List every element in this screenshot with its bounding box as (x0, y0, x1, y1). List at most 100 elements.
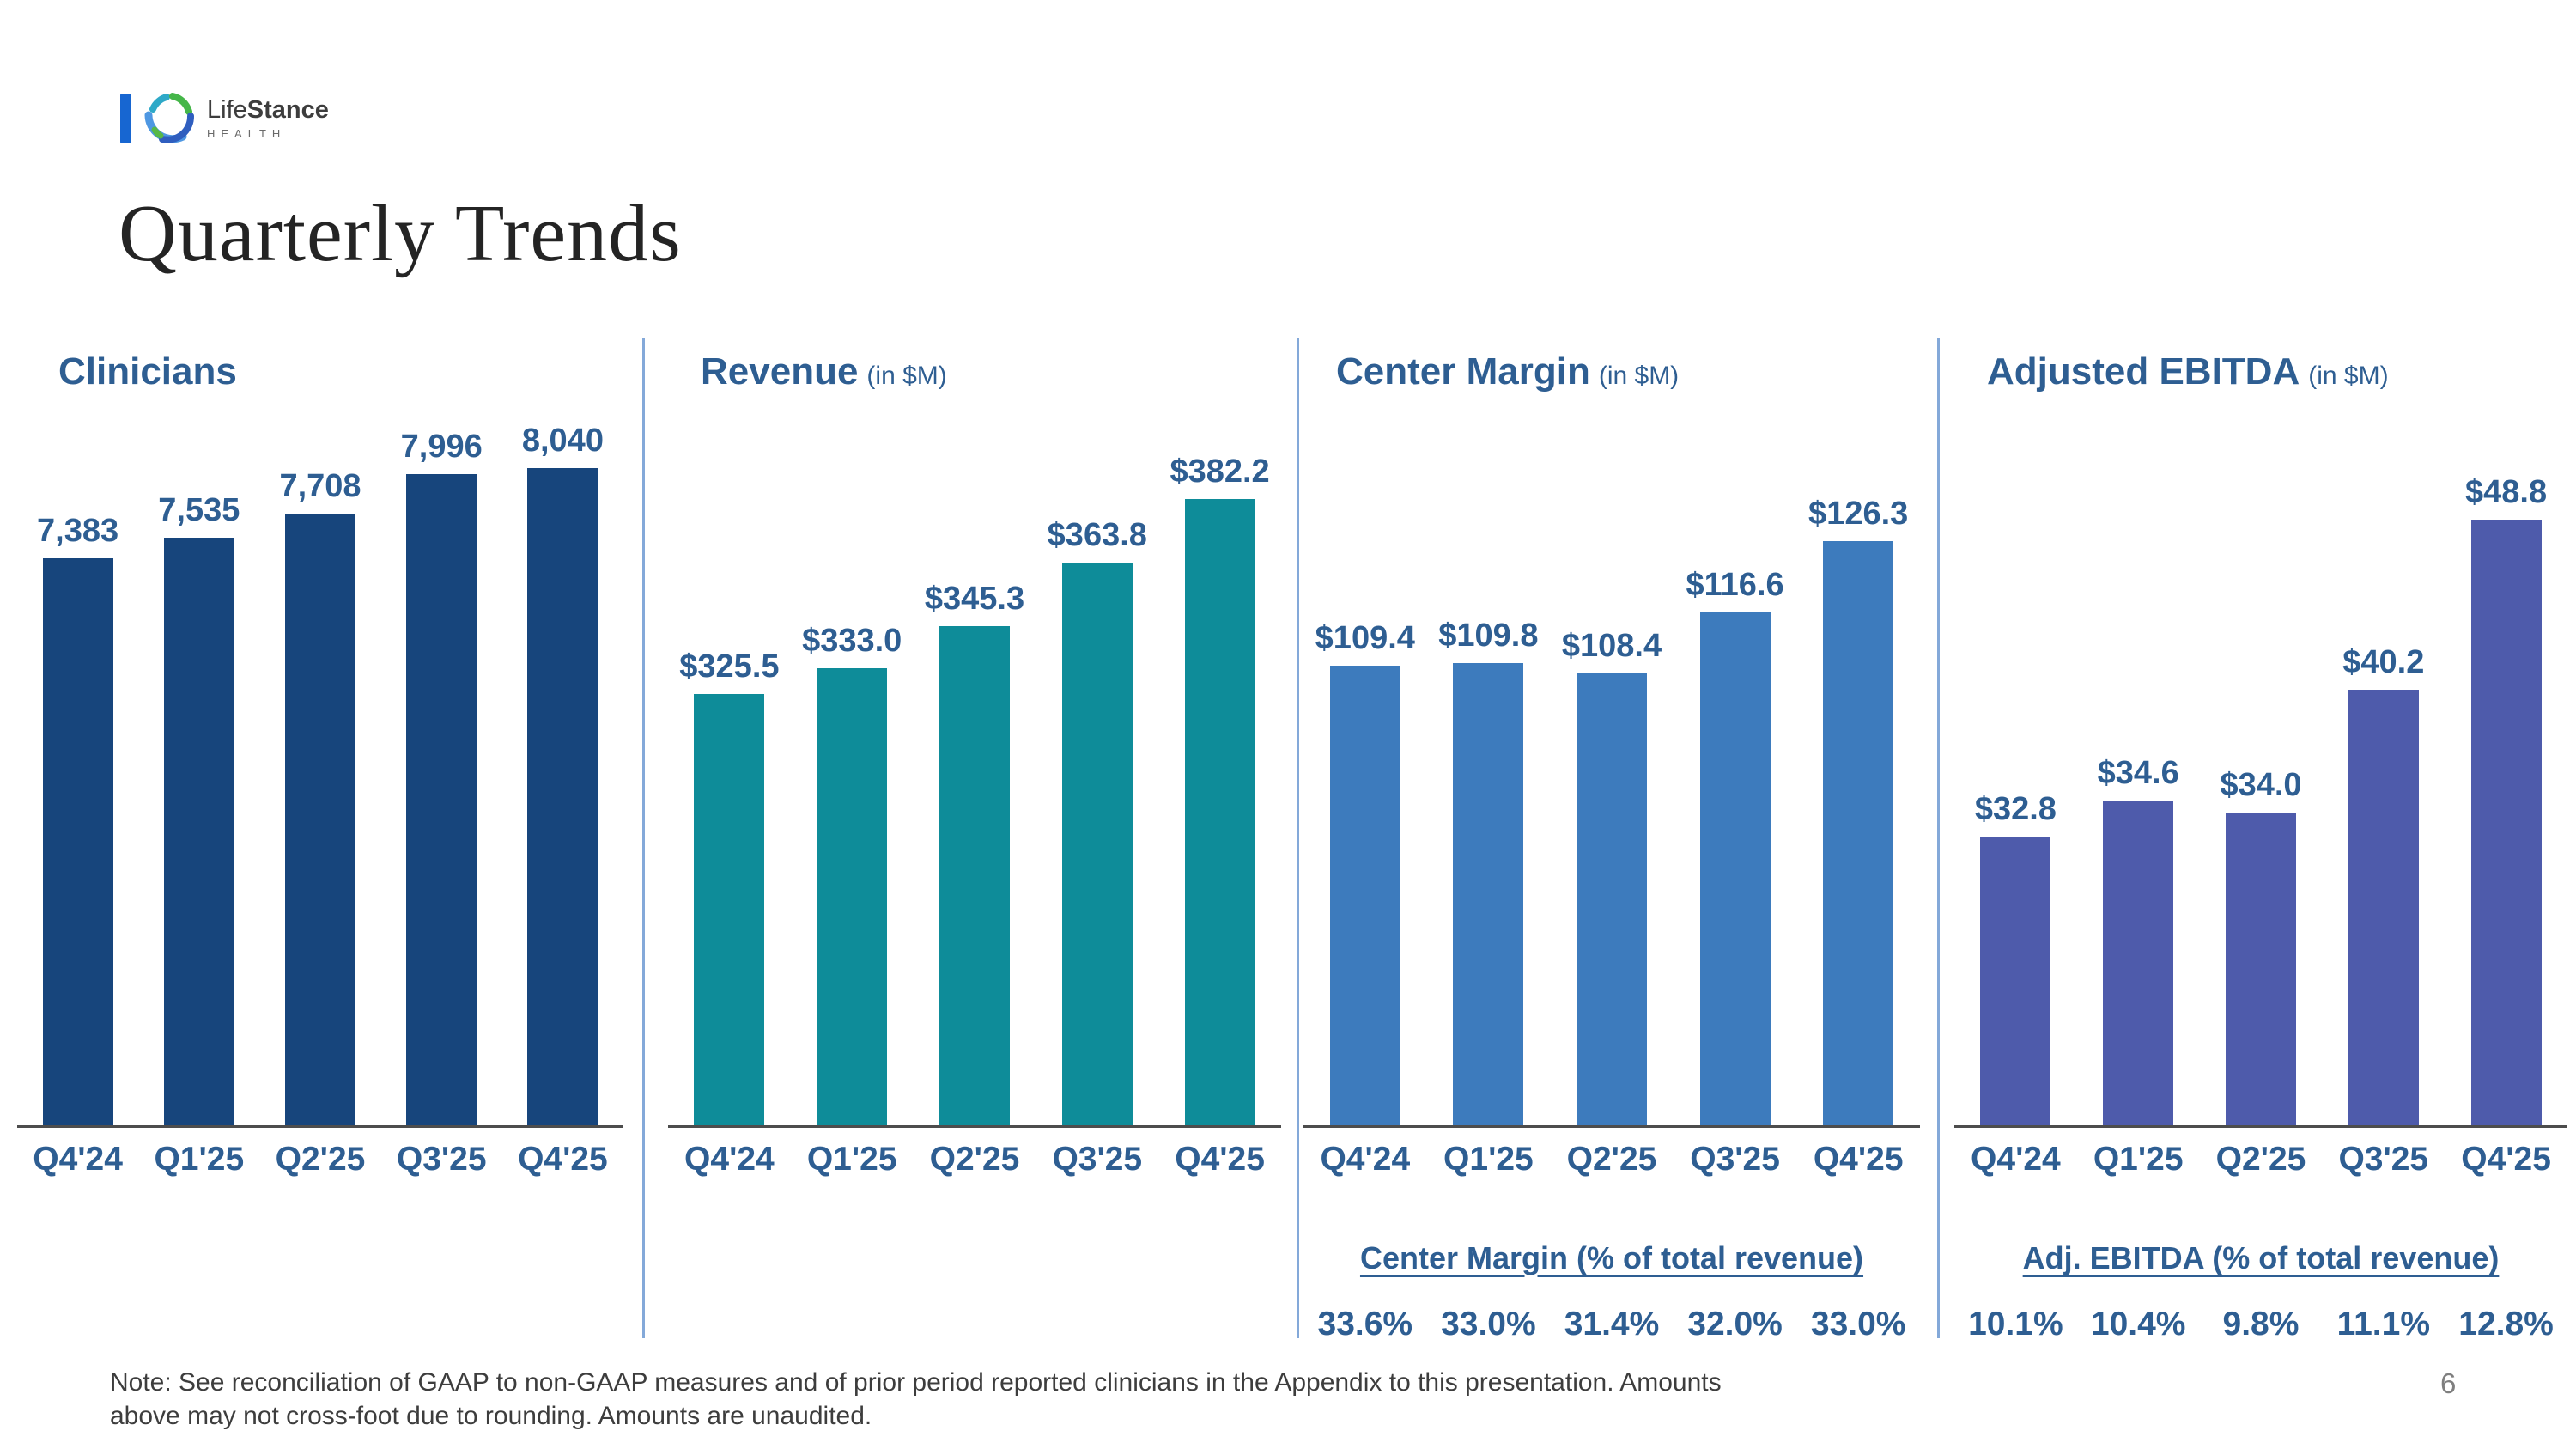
bar-value-label: $382.2 (1170, 454, 1270, 490)
bar-group: $48.8 (2445, 474, 2567, 1125)
bars-area: $109.4 $109.8 $108.4 $116.6 $126.3 (1303, 350, 1920, 1125)
x-axis-label: Q4'25 (2461, 1141, 2551, 1178)
bar-group: $382.2 (1158, 454, 1281, 1125)
chart-panel-adjusted-ebitda: Adjusted EBITDA (in $M) $32.8 $34.6 $34.0 $4… (1954, 350, 2567, 1449)
bar-value-label: 7,996 (400, 429, 483, 465)
chart-panel-revenue: Revenue (in $M) $325.5 $333.0 $345.3 $363.8 $… (668, 350, 1281, 1449)
x-axis-labels: Q4'24 Q1'25 Q2'25 Q3'25 Q4'25 (1954, 1141, 2567, 1178)
chart-title-adjusted-ebitda: Adjusted EBITDA (in $M) (1987, 350, 2389, 393)
bar (1184, 499, 1255, 1125)
bar-group: $108.4 (1550, 628, 1674, 1125)
percent-value: 9.8% (2222, 1306, 2300, 1342)
x-axis-label: Q3'25 (2338, 1141, 2429, 1178)
percent-value: 12.8% (2458, 1306, 2554, 1342)
bar-value-label: 7,383 (37, 513, 119, 549)
bar-group: 7,708 (259, 468, 380, 1125)
x-axis-labels: Q4'24 Q1'25 Q2'25 Q3'25 Q4'25 (1303, 1141, 1920, 1178)
x-axis-label: Q1'25 (154, 1141, 245, 1178)
footnote-line: Note: See reconciliation of GAAP to non-… (110, 1368, 1722, 1397)
panel-divider (642, 338, 645, 1338)
x-axis-line (1954, 1125, 2567, 1128)
bar (939, 626, 1010, 1125)
x-axis-label: Q1'25 (2093, 1141, 2184, 1178)
chart-panel-clinicians: Clinicians 7,383 7,535 7,708 7,996 8,040 Q4'… (17, 350, 623, 1449)
bar (406, 474, 477, 1125)
percent-value: 10.4% (2090, 1306, 2186, 1342)
bar (1699, 612, 1771, 1125)
logo-text: LifeStance HEALTH (207, 98, 329, 140)
bar (2470, 520, 2542, 1125)
percent-value: 33.0% (1810, 1306, 1906, 1342)
bar-value-label: $363.8 (1047, 517, 1147, 553)
x-axis-line (668, 1125, 1281, 1128)
logo-name-stance: Stance (246, 96, 329, 124)
bar-value-label: $40.2 (2342, 644, 2425, 680)
bar (285, 514, 355, 1125)
center-margin-pct-caption: Center Margin (% of total revenue) (1359, 1240, 1864, 1275)
percent-value: 11.1% (2336, 1306, 2430, 1342)
percent-value: 10.1% (1968, 1306, 2063, 1342)
bar-group: $34.6 (2077, 755, 2200, 1125)
bar-value-label: $116.6 (1686, 567, 1784, 603)
bar-value-label: $34.0 (2220, 767, 2302, 803)
lifestance-logo: LifeStance HEALTH (120, 91, 329, 146)
bar-group: 7,383 (17, 513, 138, 1125)
x-axis-label: Q2'25 (929, 1141, 1020, 1178)
x-axis-label: Q1'25 (806, 1141, 897, 1178)
bar-group: $32.8 (1954, 791, 2077, 1125)
bar-value-label: $108.4 (1561, 628, 1662, 664)
bar-value-label: $345.3 (924, 581, 1025, 617)
center-margin-pct-row: 33.6% 33.0% 31.4% 32.0% 33.0% (1303, 1306, 1920, 1343)
logo-blue-bar (120, 94, 131, 143)
chart-title-unit: (in $M) (1598, 362, 1680, 390)
x-axis-label: Q4'24 (33, 1141, 123, 1178)
logo-name: LifeStance (207, 98, 329, 123)
bar (1061, 563, 1133, 1125)
x-axis-label: Q3'25 (1690, 1141, 1780, 1178)
x-axis-label: Q2'25 (2215, 1141, 2306, 1178)
x-axis-label: Q2'25 (275, 1141, 366, 1178)
bar (1329, 666, 1400, 1125)
bar-group: $40.2 (2322, 644, 2445, 1125)
bar-value-label: $34.6 (2097, 755, 2179, 791)
bar-group: 8,040 (502, 423, 623, 1125)
x-axis-line (17, 1125, 623, 1128)
chart-title-unit: (in $M) (866, 362, 947, 390)
x-axis-labels: Q4'24 Q1'25 Q2'25 Q3'25 Q4'25 (17, 1141, 623, 1178)
bar-group: $126.3 (1796, 496, 1920, 1125)
logo-subtitle: HEALTH (207, 127, 287, 140)
panel-divider (1937, 338, 1940, 1338)
bar-value-label: $48.8 (2465, 474, 2548, 510)
panel-divider (1297, 338, 1299, 1338)
ebitda-pct-row: 10.1% 10.4% 9.8% 11.1% 12.8% (1954, 1306, 2567, 1343)
chart-title-revenue: Revenue (in $M) (701, 350, 947, 393)
bar (817, 668, 888, 1125)
percent-value: 33.6% (1317, 1306, 1413, 1342)
bar (1980, 837, 2051, 1125)
bar-group: $109.8 (1427, 618, 1551, 1125)
bar-value-label: $126.3 (1808, 496, 1909, 532)
bar-value-label: $32.8 (1974, 791, 2057, 827)
footnote-line: above may not cross-foot due to rounding… (110, 1402, 872, 1430)
x-axis-label: Q4'24 (1971, 1141, 2061, 1178)
bars-area: $32.8 $34.6 $34.0 $40.2 $48.8 (1954, 350, 2567, 1125)
x-axis-label: Q3'25 (1052, 1141, 1143, 1178)
bar-value-label: 7,708 (279, 468, 361, 504)
chart-panel-center-margin: Center Margin (in $M) $109.4 $109.8 $108.4 $… (1303, 350, 1920, 1449)
bar-value-label: $109.8 (1438, 618, 1539, 654)
bar (2225, 813, 2296, 1125)
chart-title-text: Center Margin (1336, 350, 1590, 393)
x-axis-label: Q4'24 (1320, 1141, 1411, 1178)
x-axis-label: Q1'25 (1443, 1141, 1534, 1178)
bar-group: $333.0 (791, 623, 914, 1125)
bar (163, 538, 234, 1125)
percent-value: 33.0% (1441, 1306, 1536, 1342)
bar-value-label: $109.4 (1315, 620, 1415, 656)
bar-value-label: 7,535 (158, 492, 240, 528)
lifestance-globe-icon (144, 93, 195, 143)
bar-value-label: $333.0 (802, 623, 902, 659)
chart-title-text: Revenue (701, 350, 859, 393)
bar-group: 7,996 (381, 429, 502, 1125)
bar (2348, 690, 2419, 1125)
